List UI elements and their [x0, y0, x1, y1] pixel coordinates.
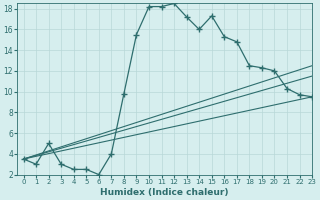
X-axis label: Humidex (Indice chaleur): Humidex (Indice chaleur)	[100, 188, 229, 197]
